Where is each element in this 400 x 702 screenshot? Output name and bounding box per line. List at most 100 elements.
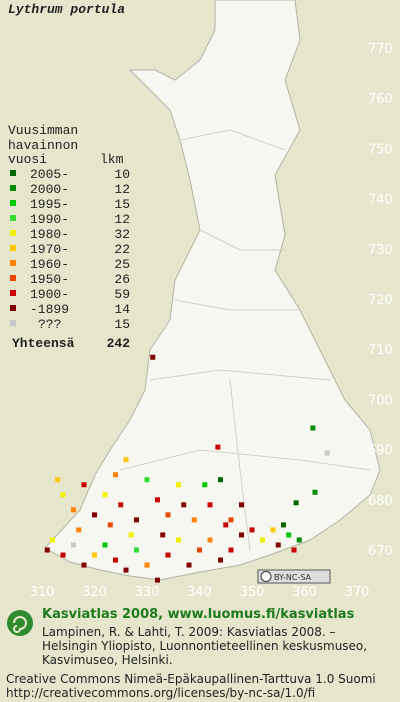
legend-swatch: [10, 245, 16, 251]
easting-label: 320: [82, 585, 107, 600]
occurrence-points: [44, 354, 330, 583]
occurrence: [118, 502, 124, 508]
occurrence: [160, 532, 166, 538]
occurrence: [296, 537, 302, 543]
legend-heading: Vuusimman: [8, 123, 78, 138]
occurrence: [102, 492, 108, 498]
grid-labels: 770 760 750 740 730 720 710 700 690 680 670 310 320 3…: [30, 42, 393, 600]
occurrence: [81, 562, 87, 568]
border: [119, 449, 371, 471]
occurrence: [202, 482, 208, 488]
occurrence: [176, 537, 181, 543]
legend-swatch: [10, 170, 16, 176]
occurrence: [123, 457, 129, 463]
occurrence: [60, 492, 66, 498]
legend-count: 59: [114, 287, 130, 302]
occurrence: [134, 547, 139, 553]
northing-label: 730: [368, 243, 393, 258]
legend-label: ???: [38, 317, 61, 332]
occurrence: [107, 522, 113, 528]
site-link: Kasviatlas 2008, www.luomus.fi/kasviatla…: [42, 607, 355, 622]
northing-label: 740: [368, 193, 393, 208]
occurrence: [312, 489, 318, 495]
northing-label: 760: [368, 92, 393, 107]
cc-badge: BY-NC-SA: [257, 569, 331, 584]
legend-swatch: [10, 260, 16, 266]
occurrence: [165, 552, 171, 558]
total-label: Yhteensä: [12, 336, 75, 351]
citation: Kasvimuseo, Helsinki.: [42, 653, 173, 667]
occurrence: [218, 477, 223, 483]
northing-label: 670: [368, 544, 393, 559]
legend-label: 1995-: [30, 197, 69, 212]
occurrence: [113, 557, 118, 563]
legend-label: -1899: [30, 302, 69, 317]
legend-label: 1980-: [30, 227, 69, 242]
occurrence: [218, 557, 223, 563]
occurrence: [239, 502, 244, 508]
northing-label: 680: [368, 494, 393, 509]
northing-label: 700: [368, 393, 393, 408]
occurrence: [113, 472, 118, 478]
legend-label: 1950-: [30, 272, 69, 287]
border: [199, 229, 285, 251]
legend-swatch: [10, 215, 16, 221]
occurrence: [155, 497, 160, 503]
northing-label: 770: [368, 42, 393, 57]
citation: Helsingin Yliopisto, Luonnontieteellinen…: [42, 639, 367, 653]
border: [179, 129, 286, 151]
occurrence: [239, 532, 244, 538]
finland-outline: [44, 0, 381, 581]
legend-swatch: [10, 200, 16, 206]
legend-label: 1970-: [30, 242, 69, 257]
occurrence: [155, 577, 160, 583]
occurrence: [260, 537, 265, 543]
citation: Lampinen, R. & Lahti, T. 2009: Kasviatla…: [42, 625, 336, 639]
occurrence: [128, 532, 134, 538]
license: Creative Commons Nimeä-Epäkaupallinen-Ta…: [6, 672, 376, 686]
occurrence: [223, 522, 229, 528]
logo-spiral: [13, 616, 27, 633]
legend-count: 26: [114, 272, 130, 287]
occurrence: [55, 477, 61, 483]
northing-label: 720: [368, 293, 393, 308]
legend-count: 10: [114, 167, 130, 182]
region-borders: [119, 129, 371, 551]
legend-swatch: [10, 230, 16, 236]
border: [174, 299, 300, 311]
legend-count: 14: [114, 302, 130, 317]
legend-label: 2000-: [30, 182, 69, 197]
badge-text: BY-NC-SA: [274, 573, 312, 582]
easting-label: 350: [240, 585, 265, 600]
northing-label: 690: [368, 444, 393, 459]
northing-label: 750: [368, 142, 393, 157]
badge-box: [257, 569, 331, 584]
occurrence: [81, 482, 87, 488]
occurrence: [215, 444, 221, 450]
easting-label: 330: [135, 585, 160, 600]
legend-label: 1960-: [30, 257, 69, 272]
occurrence: [50, 537, 55, 543]
occurrence: [165, 512, 171, 518]
legend-count: 32: [114, 227, 130, 242]
legend-swatch: [10, 275, 16, 281]
occurrence: [324, 450, 330, 456]
legend: 2005- 10 2000- 12 1995- 15 1990- 12 1980- 32 1970-…: [10, 167, 130, 332]
legend-count: 12: [114, 182, 130, 197]
occurrence: [92, 552, 97, 558]
license-url: http://creativecommons.org/licenses/by-n…: [6, 686, 315, 700]
easting-label: 310: [30, 585, 55, 600]
easting-label: 340: [187, 585, 212, 600]
occurrence: [76, 527, 82, 533]
occurrence: [144, 477, 150, 483]
occurrence: [310, 425, 316, 431]
occurrence: [207, 537, 213, 543]
legend-column: lkm: [100, 152, 124, 167]
occurrence: [249, 527, 255, 533]
legend-swatch: [10, 320, 16, 326]
legend-label: 1900-: [30, 287, 69, 302]
legend-count: 25: [114, 257, 130, 272]
legend-count: 15: [114, 317, 130, 332]
occurrence: [150, 354, 156, 360]
